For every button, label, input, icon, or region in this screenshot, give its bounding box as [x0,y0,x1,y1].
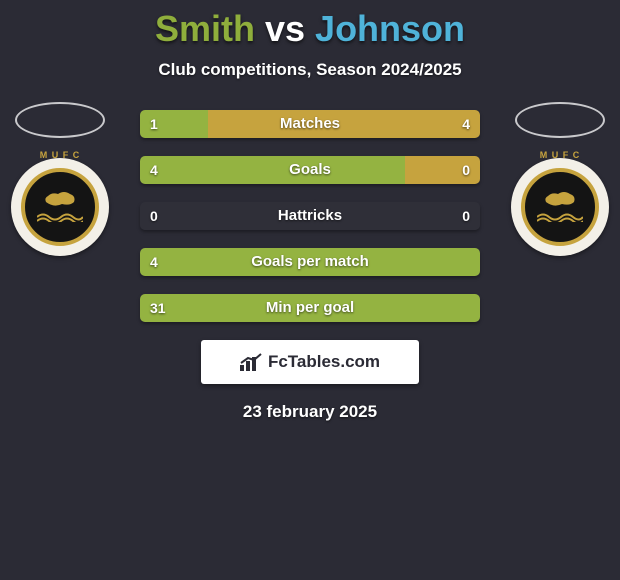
player-a-club-crest-icon: M U F C [11,158,109,256]
player-a-side: M U F C [0,110,120,256]
watermark-text: FcTables.com [268,352,380,372]
player-b-silhouette-icon [515,102,605,138]
stat-row: Goals per match4 [140,248,480,276]
comparison-arena: M U F C M U F C [0,110,620,422]
title-player-b: Johnson [315,8,465,49]
stat-row: Matches14 [140,110,480,138]
stat-row: Min per goal31 [140,294,480,322]
bar-segment-a [140,248,480,276]
subtitle: Club competitions, Season 2024/2025 [0,60,620,80]
crest-letters: M U F C [40,150,81,160]
crest-waves-icon [537,212,583,222]
comparison-bars: Matches14 Goals40 Hattricks00 Goals per mat… [140,110,480,322]
bar-segment-b [208,110,480,138]
player-b-club-crest-icon: M U F C [511,158,609,256]
player-a-silhouette-icon [15,102,105,138]
crest-letters: M U F C [540,150,581,160]
comparison-title: Smith vs Johnson [0,0,620,50]
stat-row: Hattricks00 [140,202,480,230]
title-vs: vs [265,8,305,49]
bar-segment-a [140,294,480,322]
bar-track [140,202,480,230]
bar-segment-b [405,156,480,184]
crest-waves-icon [37,212,83,222]
watermark-badge: FcTables.com [201,340,419,384]
player-b-side: M U F C [500,110,620,256]
crest-lion-icon [542,188,578,208]
generation-date: 23 february 2025 [0,402,620,422]
stat-row: Goals40 [140,156,480,184]
crest-lion-icon [42,188,78,208]
bar-chart-icon [240,353,262,371]
title-player-a: Smith [155,8,255,49]
bar-segment-a [140,156,405,184]
bar-segment-a [140,110,208,138]
